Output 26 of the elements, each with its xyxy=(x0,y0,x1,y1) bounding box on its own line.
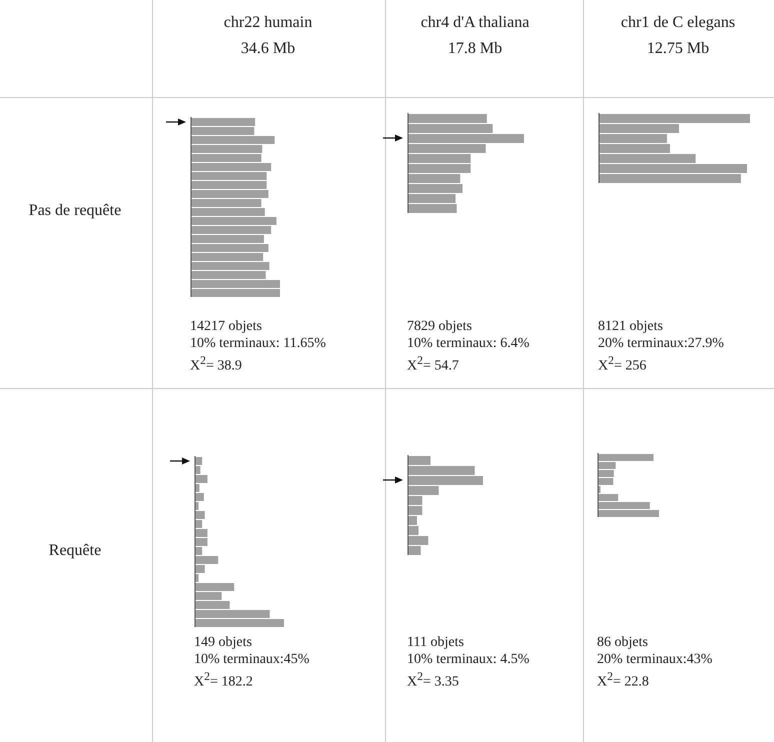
chart-title: chr22 humain xyxy=(222,14,314,32)
chart-title: chr1 de C elegans xyxy=(620,14,736,32)
text: 8121 objets xyxy=(598,318,664,335)
chart-subtitle: 17.8 Mb xyxy=(446,40,504,58)
y-axis-title: Pas de requête xyxy=(28,202,122,220)
chart-subtitle: 34.6 Mb xyxy=(240,40,296,58)
y-axis-title: Requête xyxy=(48,542,102,560)
text: 7829 objets xyxy=(407,318,473,335)
text: 10% terminaux:45% xyxy=(194,651,310,668)
text: 10% terminaux: 6.4% xyxy=(407,335,530,352)
chart-subtitle: 12.75 Mb xyxy=(646,40,710,58)
text: 111 objets xyxy=(407,634,465,651)
text: 20% terminaux:27.9% xyxy=(598,335,724,352)
text: X$^{2}$= 22.8 xyxy=(597,669,650,691)
text: 14217 objets xyxy=(190,318,263,335)
text: 10% terminaux: 4.5% xyxy=(407,651,530,668)
text: X$^{2}$= 54.7 xyxy=(407,353,460,375)
text: 86 objets xyxy=(597,634,649,651)
text: 149 objets xyxy=(194,634,253,651)
text: 10% terminaux: 11.65% xyxy=(190,335,326,352)
text: 20% terminaux:43% xyxy=(597,651,712,668)
text: X$^{2}$= 182.2 xyxy=(194,669,254,691)
chart-title: chr4 d'A thaliana xyxy=(420,14,530,32)
text: X$^{2}$= 38.9 xyxy=(190,353,243,375)
text: X$^{2}$= 256 xyxy=(598,353,648,375)
text: X$^{2}$= 3.35 xyxy=(407,669,460,691)
